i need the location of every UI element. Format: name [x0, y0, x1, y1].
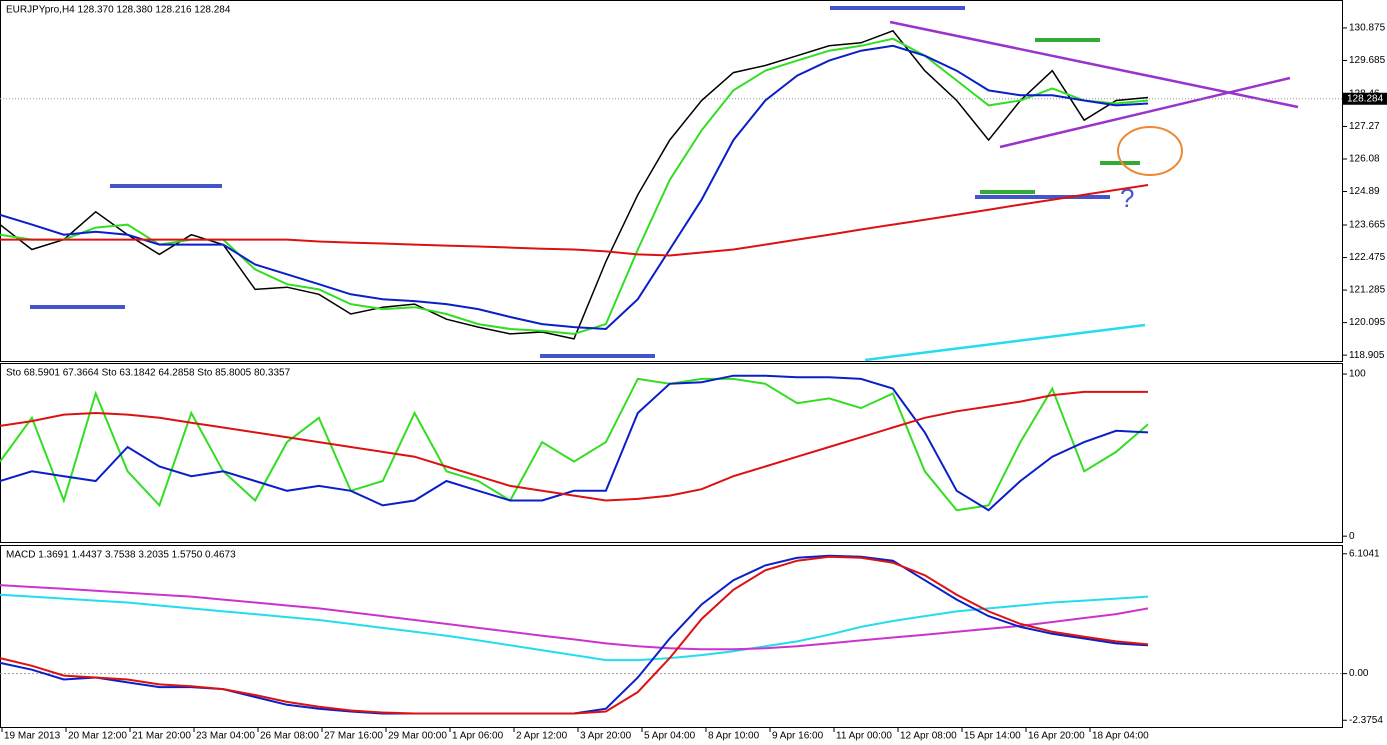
- x-tick-label: 8 Apr 10:00: [708, 731, 760, 742]
- x-tick-label: 15 Apr 14:00: [964, 731, 1021, 742]
- x-tick-label: 2 Apr 12:00: [516, 731, 568, 742]
- series-line: [0, 29, 1149, 340]
- y-tick-label: 118.905: [1349, 350, 1385, 361]
- series-line: [0, 555, 1149, 715]
- y-tick-label: 130.875: [1349, 23, 1386, 34]
- y-tick-label: 124.89: [1349, 186, 1380, 197]
- x-tick-label: 19 Mar 2013: [4, 731, 61, 742]
- x-tick-label: 1 Apr 06:00: [452, 731, 504, 742]
- macd-panel: [0, 545, 1343, 728]
- y-tick-label: 120.095: [1349, 317, 1386, 328]
- x-tick-label: 3 Apr 20:00: [580, 731, 632, 742]
- y-tick-label: 6.1041: [1349, 548, 1380, 559]
- price-label: 128.284: [1347, 93, 1384, 104]
- series-line: [0, 184, 1149, 257]
- series-line: [0, 374, 1149, 512]
- y-tick-label: 123.665: [1349, 220, 1386, 231]
- panel-title: MACD 1.3691 1.4437 3.7538 3.2035 1.5750 …: [6, 550, 236, 561]
- y-tick-label: 121.285: [1349, 285, 1386, 296]
- y-tick-label: 122.475: [1349, 252, 1386, 263]
- y-tick-label: 0: [1349, 531, 1355, 542]
- y-tick-label: 0.00: [1349, 668, 1369, 679]
- stoch-panel: [0, 363, 1343, 543]
- series-line: [0, 44, 1149, 331]
- series-line: [0, 390, 1148, 502]
- y-tick-label: 100: [1349, 369, 1366, 380]
- y-tick-label: 126.08: [1349, 154, 1380, 165]
- x-tick-label: 21 Mar 20:00: [132, 731, 191, 742]
- series-line: [0, 584, 1149, 651]
- x-tick-label: 26 Mar 08:00: [260, 731, 319, 742]
- x-tick-label: 29 Mar 00:00: [388, 731, 447, 742]
- x-tick-label: 20 Mar 12:00: [68, 731, 127, 742]
- series-line: [0, 593, 1149, 662]
- x-tick-label: 5 Apr 04:00: [644, 731, 696, 742]
- series-line: [0, 554, 1149, 715]
- series-line: [0, 377, 1149, 512]
- y-tick-label: 127.27: [1349, 121, 1380, 132]
- x-tick-label: 18 Apr 04:00: [1092, 731, 1149, 742]
- drawings: [30, 6, 1299, 362]
- price-box: [1343, 92, 1387, 105]
- panel-title: EURJPYpro,H4 128.370 128.380 128.216 128…: [6, 5, 231, 16]
- trendline: [889, 20, 1299, 109]
- trendline: [864, 323, 1146, 362]
- x-tick-label: 16 Apr 20:00: [1028, 731, 1085, 742]
- ellipse: [1117, 126, 1183, 176]
- x-tick-label: 27 Mar 16:00: [324, 731, 383, 742]
- price-panel: [0, 0, 1343, 362]
- x-tick-label: 9 Apr 16:00: [772, 731, 824, 742]
- y-tick-label: -2.3754: [1349, 715, 1383, 726]
- y-tick-label: 129.685: [1349, 55, 1386, 66]
- annotation: ?: [1120, 183, 1134, 213]
- panel-title: Sto 68.5901 67.3664 Sto 63.1842 64.2858 …: [6, 368, 291, 379]
- x-tick-label: 12 Apr 08:00: [900, 731, 957, 742]
- x-tick-label: 23 Mar 04:00: [196, 731, 255, 742]
- trendline: [999, 76, 1291, 149]
- x-tick-label: 11 Apr 00:00: [836, 731, 892, 742]
